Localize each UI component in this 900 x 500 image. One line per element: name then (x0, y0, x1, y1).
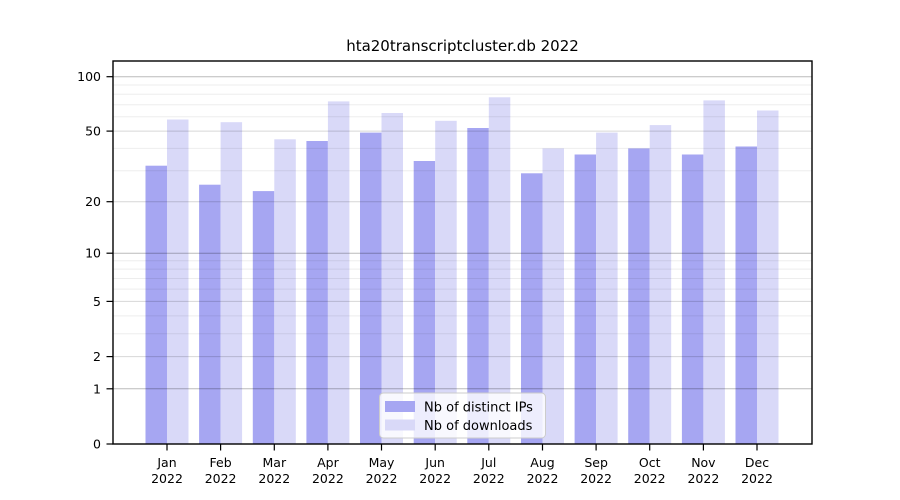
x-tick-label-jan: Jan 2022 (151, 455, 183, 486)
bar-distinct-ips-feb (199, 184, 221, 444)
bar-distinct-ips-jun (413, 161, 436, 444)
bar-downloads-sep (596, 132, 618, 444)
legend: Nb of distinct IPs Nb of downloads (379, 392, 546, 439)
bar-downloads-oct (649, 125, 672, 444)
chart-title: hta20transcriptcluster.db 2022 (346, 37, 579, 55)
bar-distinct-ips-aug (521, 173, 543, 445)
x-tick-label-oct: Oct 2022 (634, 455, 666, 486)
bar-distinct-ips-apr (306, 141, 328, 444)
bar-downloads-jul (488, 97, 511, 445)
y-tick-label-1: 1 (93, 381, 101, 396)
y-tick-label-100: 100 (77, 69, 101, 84)
y-tick-label-20: 20 (85, 194, 101, 209)
bar-distinct-ips-mar (252, 191, 275, 444)
legend-box (379, 392, 546, 439)
grid-layer (113, 76, 812, 390)
legend-label-distinct-ips: Nb of distinct IPs (424, 401, 533, 416)
bar-downloads-jan (167, 119, 189, 444)
x-tick-label-apr: Apr 2022 (312, 455, 344, 486)
bar-downloads-dec (757, 110, 779, 444)
legend-swatch-downloads-icon (385, 419, 415, 431)
legend-swatch-distinct-ips-icon (385, 401, 415, 412)
x-tick-label-jul: Jul 2022 (473, 455, 505, 486)
bar-downloads-apr (327, 101, 350, 445)
legend-label-downloads: Nb of downloads (424, 419, 533, 434)
x-axis: Jan 2022 Feb 2022 Mar 2022 Apr 2022 May 2022 Jun 20… (151, 444, 773, 486)
y-tick-label-5: 5 (93, 294, 101, 309)
y-tick-label-50: 50 (85, 124, 101, 139)
bar-distinct-ips-oct (628, 148, 650, 444)
x-tick-label-dec: Dec 2022 (741, 455, 773, 486)
bar-downloads-mar (274, 139, 296, 445)
bars-layer (145, 97, 779, 445)
x-tick-label-mar: Mar 2022 (258, 455, 290, 486)
bar-distinct-ips-sep (574, 154, 597, 444)
bar-distinct-ips-may (360, 132, 382, 444)
x-tick-label-may: May 2022 (366, 455, 398, 486)
bar-distinct-ips-jul (467, 128, 489, 444)
x-tick-label-aug: Aug 2022 (527, 455, 559, 486)
x-tick-label-sep: Sep 2022 (580, 455, 612, 486)
y-tick-label-10: 10 (85, 246, 101, 261)
bar-distinct-ips-jan (145, 165, 167, 444)
x-tick-label-jun: Jun 2022 (419, 455, 451, 486)
bar-distinct-ips-nov (681, 154, 704, 444)
bar-downloads-jun (435, 120, 457, 445)
y-tick-label-2: 2 (93, 349, 101, 364)
bar-downloads-feb (220, 122, 243, 444)
bar-downloads-nov (703, 100, 725, 445)
y-axis: 0 1 2 5 10 20 50 100 (77, 69, 113, 452)
bar-downloads-may (381, 113, 403, 444)
y-tick-label-0: 0 (93, 437, 101, 452)
bar-downloads-aug (542, 148, 564, 444)
x-tick-label-feb: Feb 2022 (205, 455, 237, 486)
x-tick-label-nov: Nov 2022 (687, 455, 719, 486)
plot-frame (112, 60, 813, 445)
bar-distinct-ips-dec (735, 146, 757, 444)
